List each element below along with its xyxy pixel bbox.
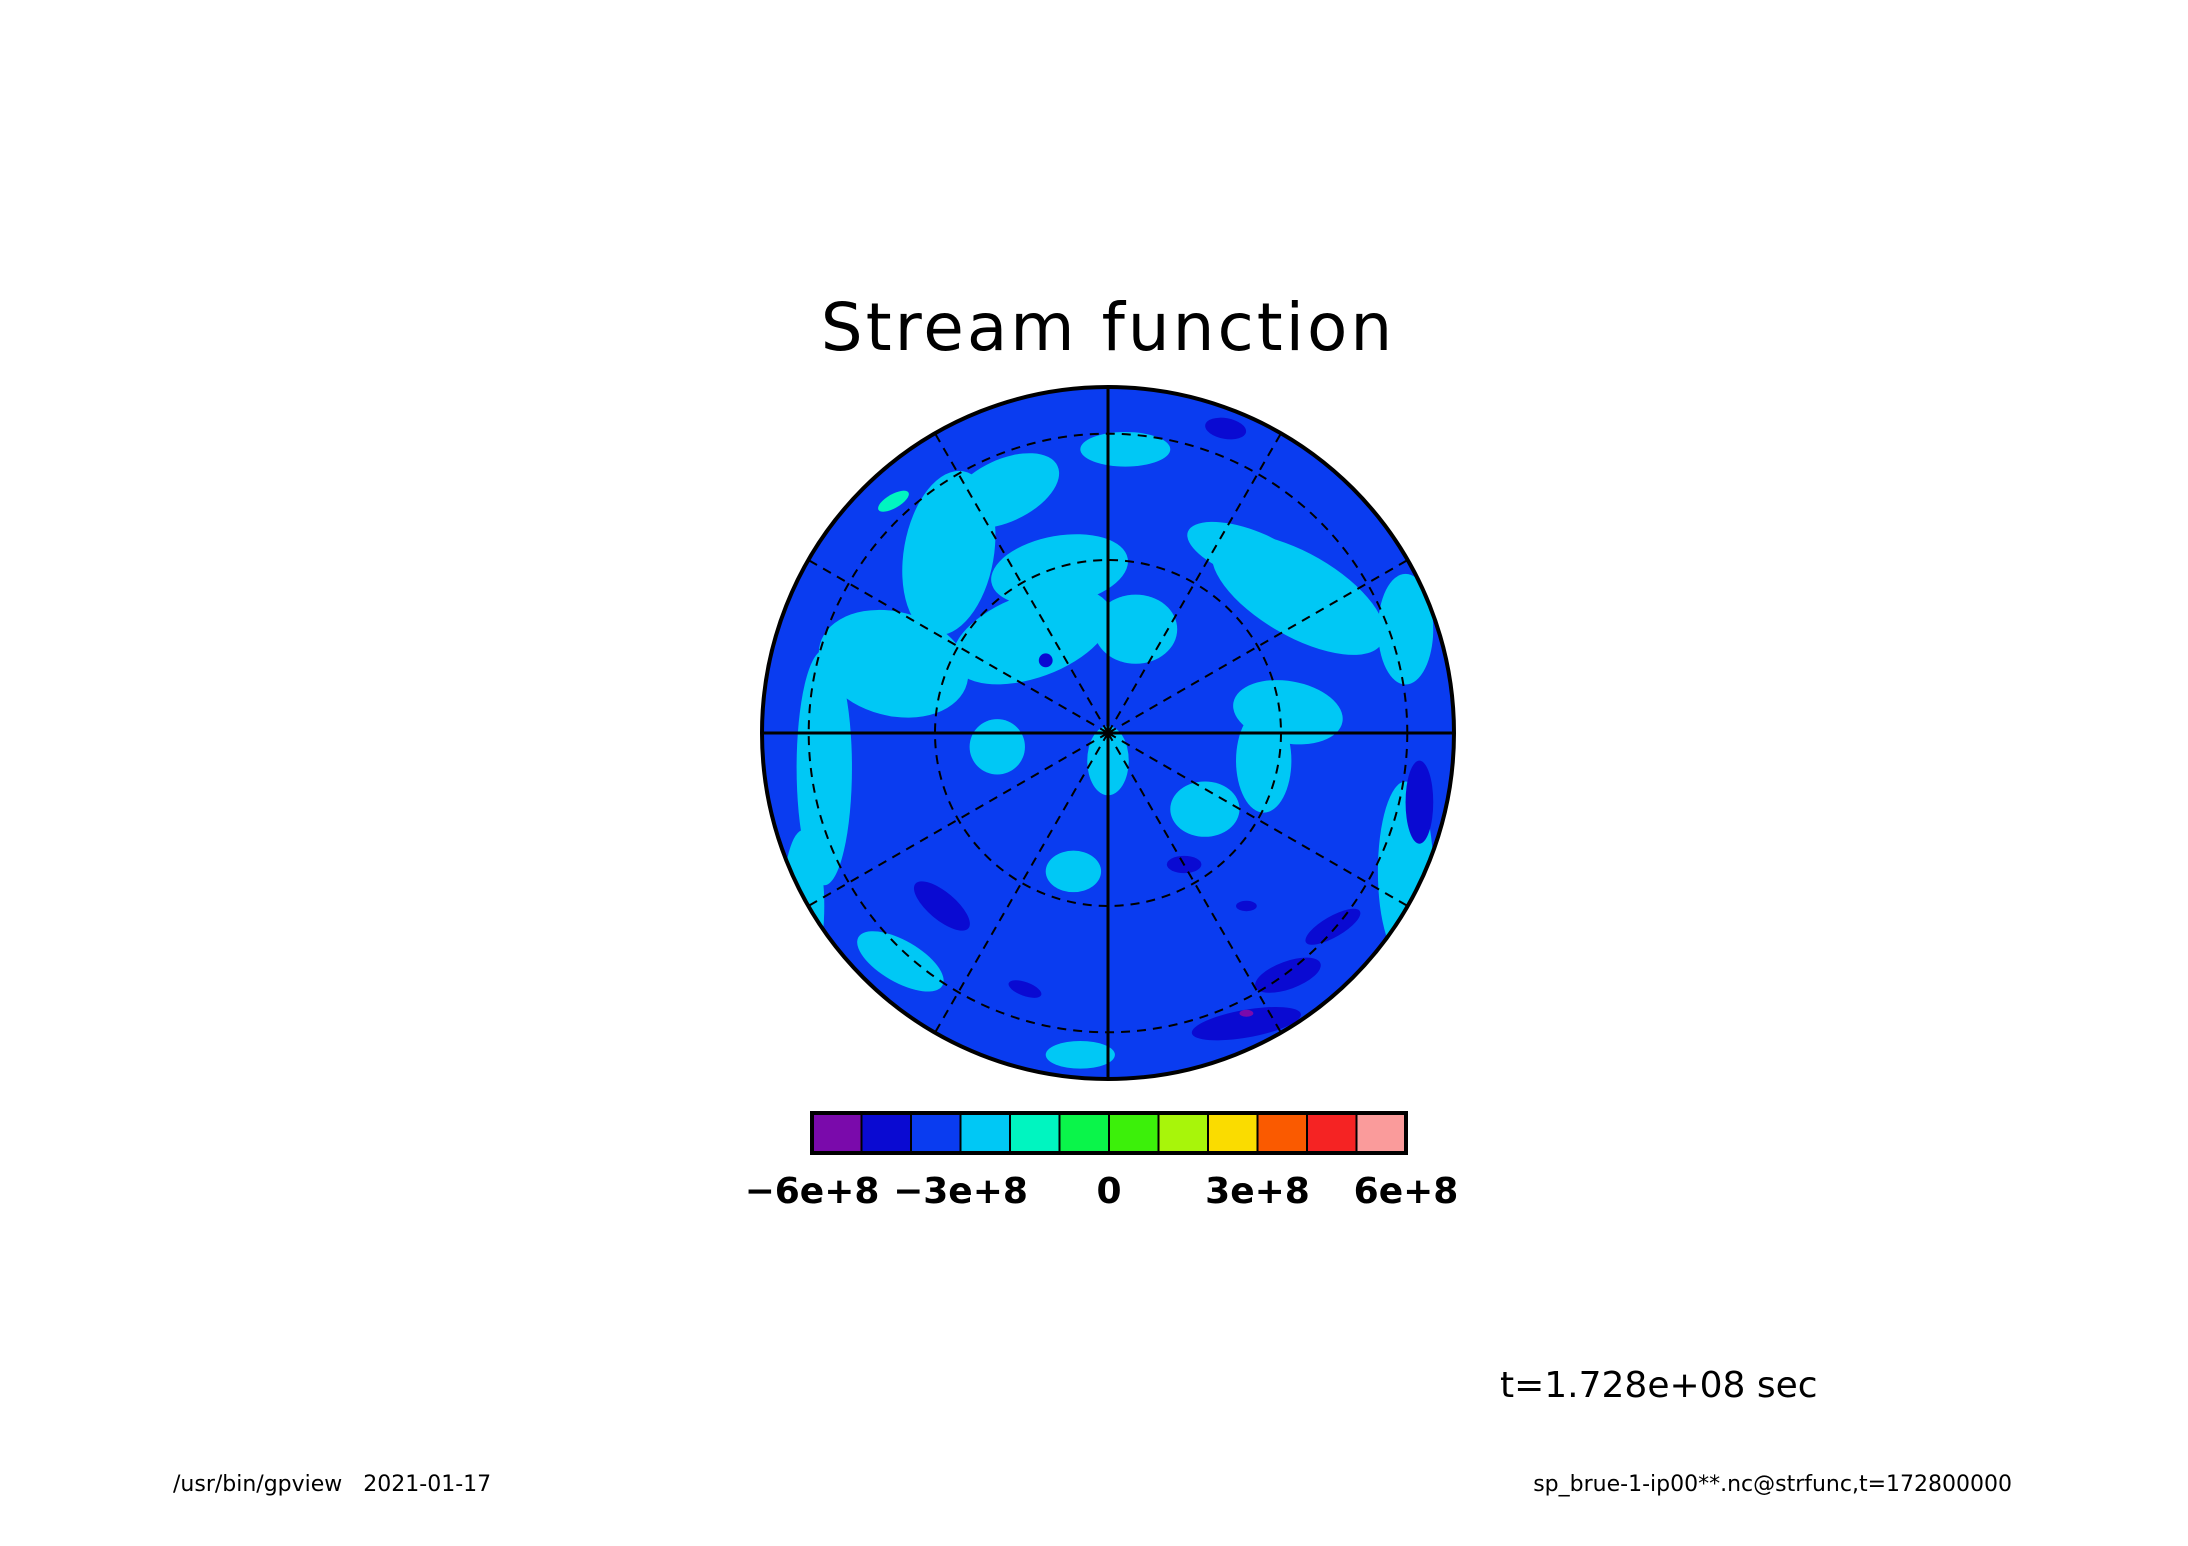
meridian-line xyxy=(1107,432,1282,734)
field-patch-light xyxy=(782,829,825,983)
colorbar-swatch xyxy=(1207,1112,1259,1154)
footer-right: sp_brue-1-ip00**.nc@strfunc,t=172800000 xyxy=(1533,1472,2012,1497)
meridian-line xyxy=(1107,732,1282,1034)
colorbar-tick-label: 3e+8 xyxy=(1205,1171,1310,1212)
meridian-line xyxy=(1107,559,1409,734)
field-patch-light xyxy=(818,609,969,718)
meridian-line xyxy=(934,432,1109,734)
field-patch-dark xyxy=(1038,653,1053,668)
field-patch-dark xyxy=(1191,1006,1301,1041)
field-patch-light xyxy=(952,587,1112,685)
colorbar-swatch xyxy=(1108,1112,1160,1154)
map-outline xyxy=(760,385,1456,1081)
chart-title: Stream function xyxy=(821,289,1395,366)
colorbar-swatch xyxy=(1306,1112,1358,1154)
colorbar-swatch xyxy=(1256,1112,1308,1154)
field-patch-light xyxy=(902,470,996,636)
field-patch-magenta xyxy=(1239,1009,1254,1017)
field-patch-dark xyxy=(1008,980,1042,998)
colorbar-swatch xyxy=(860,1112,912,1154)
field-patch-light xyxy=(1170,781,1240,837)
field-patch-light xyxy=(1080,431,1171,467)
field-patch-light xyxy=(1045,1040,1115,1069)
colorbar-swatch xyxy=(1157,1112,1209,1154)
field-patch-dark xyxy=(1236,900,1257,912)
meridian-line xyxy=(807,732,1109,907)
field-patch-light xyxy=(857,931,944,992)
meridian-line xyxy=(807,559,1109,734)
field-patch-dark xyxy=(1205,417,1247,440)
field-patch-dark xyxy=(1305,908,1361,945)
colorbar-frame xyxy=(810,1111,1408,1155)
field-patch-dark xyxy=(1255,957,1321,993)
field-patch-light xyxy=(969,719,1025,775)
colorbar-tick-label: 0 xyxy=(1096,1171,1121,1212)
colorbar-tick-label: −6e+8 xyxy=(745,1171,880,1212)
colorbar-tick-label: −3e+8 xyxy=(893,1171,1028,1212)
field-patch-dark xyxy=(1405,760,1434,844)
colorbar-swatch xyxy=(1058,1112,1110,1154)
field-patch-dark xyxy=(913,881,970,931)
colorbar-tick-label: 6e+8 xyxy=(1354,1171,1459,1212)
field-patch-bright xyxy=(878,490,909,512)
field-patch-light xyxy=(1211,534,1385,655)
colorbar-swatch xyxy=(1355,1112,1407,1154)
field-patch-light xyxy=(1045,850,1102,893)
footer-left: /usr/bin/gpview 2021-01-17 xyxy=(173,1472,491,1497)
polar-map xyxy=(760,385,1456,1081)
field-patch-light xyxy=(1094,594,1178,664)
meridian-line xyxy=(934,732,1109,1034)
colorbar: −6e+8 −3e+8 0 3e+8 6e+8 xyxy=(745,1111,1459,1212)
field-patch-light xyxy=(1377,573,1434,685)
colorbar-swatch xyxy=(959,1112,1011,1154)
colorbar-swatch xyxy=(910,1112,962,1154)
meridian-line xyxy=(1107,732,1409,907)
field-patch-light xyxy=(1236,708,1292,813)
colorbar-swatch xyxy=(811,1112,863,1154)
colorbar-swatch xyxy=(1009,1112,1061,1154)
field-patches xyxy=(782,417,1434,1069)
time-label: t=1.728e+08 sec xyxy=(1500,1365,1818,1406)
